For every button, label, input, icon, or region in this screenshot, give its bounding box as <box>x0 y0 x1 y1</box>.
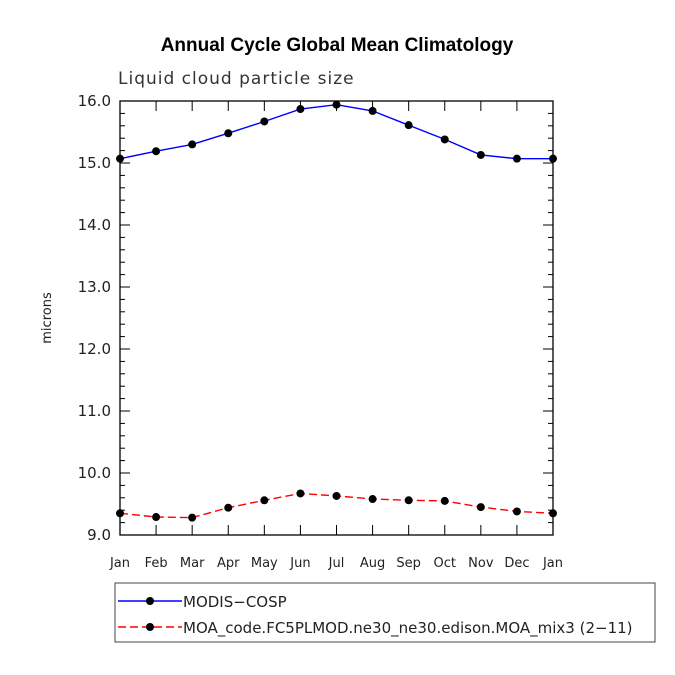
series-1-point <box>368 106 377 115</box>
series-2-point <box>224 503 233 512</box>
series-1-point <box>476 150 485 159</box>
series-2-point <box>260 496 269 505</box>
x-tick-label: Dec <box>504 556 529 571</box>
series-1-point <box>260 117 269 126</box>
chart-subtitle: Liquid cloud particle size <box>118 69 355 89</box>
series-2-point <box>368 495 377 504</box>
x-tick-label: May <box>251 556 278 571</box>
legend-box <box>114 582 656 643</box>
x-tick-label: Mar <box>180 556 205 571</box>
x-tick-label: Aug <box>360 556 385 571</box>
series-1-point <box>224 129 233 138</box>
y-tick-label: 12.0 <box>78 340 111 358</box>
y-tick-label: 10.0 <box>78 464 111 482</box>
x-tick-label: Nov <box>468 556 494 571</box>
series-1-point <box>188 140 197 149</box>
x-tick-label: Jan <box>542 556 563 571</box>
legend-label-2: MOA_code.FC5PLMOD.ne30_ne30.edison.MOA_m… <box>183 619 633 638</box>
series-2-point <box>296 489 305 498</box>
legend-marker-2 <box>146 623 154 631</box>
y-tick-label: 11.0 <box>78 402 111 420</box>
x-tick-label: Jun <box>289 556 310 571</box>
series-layer <box>116 100 557 522</box>
ticks-layer: 9.0 10.0 11.0 12.0 13.0 14.0 15.0 16.0 Jan Feb Mar… <box>78 92 563 571</box>
x-tick-label: Jul <box>328 556 345 571</box>
series-1-point <box>404 121 413 130</box>
series-2-point <box>332 491 341 500</box>
series-1-point <box>296 105 305 114</box>
y-tick-label: 14.0 <box>78 216 111 234</box>
legend: MODIS−COSP MOA_code.FC5PLMOD.ne30_ne30.ed… <box>114 582 656 643</box>
x-tick-label: Apr <box>217 556 240 571</box>
x-tick-label: Feb <box>145 556 168 571</box>
series-1-point <box>512 154 521 163</box>
series-2-point <box>512 507 521 516</box>
series-2-point <box>440 496 449 505</box>
series-2-point <box>152 513 161 522</box>
plot-frame <box>119 100 554 536</box>
y-tick-label: 9.0 <box>87 526 111 544</box>
y-tick-label: 13.0 <box>78 278 111 296</box>
x-tick-label: Sep <box>396 556 421 571</box>
series-2-point <box>404 496 413 505</box>
y-tick-label: 15.0 <box>78 154 111 172</box>
y-axis-label: microns <box>40 292 55 344</box>
series-1-point <box>332 100 341 109</box>
series-1-point <box>440 135 449 144</box>
series-2-point <box>476 503 485 512</box>
series-2-point <box>188 513 197 522</box>
chart-title: Annual Cycle Global Mean Climatology <box>161 35 514 56</box>
series-1-point <box>152 147 161 156</box>
legend-label-1: MODIS−COSP <box>183 593 287 611</box>
legend-marker-1 <box>146 597 154 605</box>
x-tick-label: Jan <box>109 556 130 571</box>
x-tick-label: Oct <box>434 556 456 571</box>
series-line-1 <box>119 103 553 160</box>
y-tick-label: 16.0 <box>78 92 111 110</box>
